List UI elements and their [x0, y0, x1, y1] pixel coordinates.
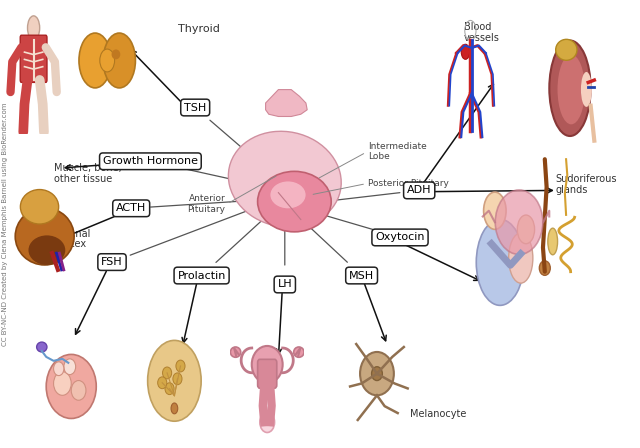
Text: Blood: Blood: [464, 22, 492, 32]
Ellipse shape: [100, 49, 115, 72]
Ellipse shape: [476, 220, 524, 306]
Text: LH: LH: [278, 280, 292, 289]
Ellipse shape: [581, 72, 592, 107]
Circle shape: [484, 192, 506, 229]
Circle shape: [260, 412, 275, 432]
Text: Anterior
Pituitary: Anterior Pituitary: [188, 194, 225, 214]
Text: Oxytocin: Oxytocin: [375, 233, 425, 242]
Ellipse shape: [79, 33, 111, 88]
Ellipse shape: [509, 233, 533, 283]
Ellipse shape: [157, 377, 167, 389]
Ellipse shape: [294, 347, 304, 358]
Ellipse shape: [549, 40, 591, 136]
Ellipse shape: [165, 383, 174, 395]
Text: Cortex: Cortex: [54, 239, 86, 249]
Circle shape: [461, 44, 470, 59]
Circle shape: [71, 380, 86, 400]
Circle shape: [54, 372, 71, 395]
Ellipse shape: [230, 347, 241, 358]
Ellipse shape: [173, 373, 182, 385]
Circle shape: [54, 362, 64, 375]
Ellipse shape: [548, 228, 557, 255]
Ellipse shape: [15, 208, 74, 265]
FancyBboxPatch shape: [258, 359, 276, 388]
Ellipse shape: [103, 33, 136, 88]
Ellipse shape: [270, 181, 306, 208]
Text: glands: glands: [556, 185, 588, 195]
Text: ACTH: ACTH: [116, 203, 147, 213]
Ellipse shape: [252, 346, 283, 383]
Ellipse shape: [556, 39, 577, 60]
Ellipse shape: [46, 354, 96, 418]
Ellipse shape: [36, 342, 47, 352]
Circle shape: [360, 352, 394, 395]
Ellipse shape: [557, 55, 585, 125]
Text: Adrenal: Adrenal: [54, 229, 92, 239]
Circle shape: [171, 403, 178, 414]
Ellipse shape: [28, 235, 65, 265]
Text: Prolactin: Prolactin: [177, 271, 226, 280]
Ellipse shape: [540, 261, 550, 276]
Circle shape: [64, 359, 76, 375]
Text: Sudoriferous: Sudoriferous: [556, 174, 617, 184]
Text: MSH: MSH: [349, 271, 374, 280]
Circle shape: [111, 49, 120, 59]
Text: FSH: FSH: [101, 257, 123, 267]
Text: other tissue: other tissue: [54, 174, 113, 184]
Ellipse shape: [163, 367, 172, 379]
Text: Thyroid: Thyroid: [178, 24, 220, 34]
FancyBboxPatch shape: [20, 35, 47, 82]
Ellipse shape: [258, 171, 332, 232]
Text: vessels: vessels: [464, 33, 500, 43]
Text: TSH: TSH: [184, 103, 206, 112]
Ellipse shape: [176, 360, 185, 372]
Text: Muscle, bone,: Muscle, bone,: [54, 163, 122, 173]
Text: CC BY-NC-ND Created by Ciena Memphis Barnell using BioRender.com: CC BY-NC-ND Created by Ciena Memphis Bar…: [2, 102, 8, 346]
Text: Melanocyte: Melanocyte: [410, 409, 466, 419]
Polygon shape: [266, 90, 307, 116]
Ellipse shape: [20, 190, 59, 224]
Circle shape: [517, 215, 534, 244]
Ellipse shape: [495, 190, 543, 254]
Text: Intermediate
Lobe: Intermediate Lobe: [368, 142, 427, 161]
Circle shape: [372, 367, 382, 380]
Text: Posterior Pituitary: Posterior Pituitary: [368, 179, 449, 188]
Text: ADH: ADH: [407, 185, 431, 195]
Circle shape: [28, 16, 40, 40]
Ellipse shape: [228, 131, 341, 227]
Ellipse shape: [148, 340, 201, 421]
Text: Growth Hormone: Growth Hormone: [103, 156, 198, 166]
